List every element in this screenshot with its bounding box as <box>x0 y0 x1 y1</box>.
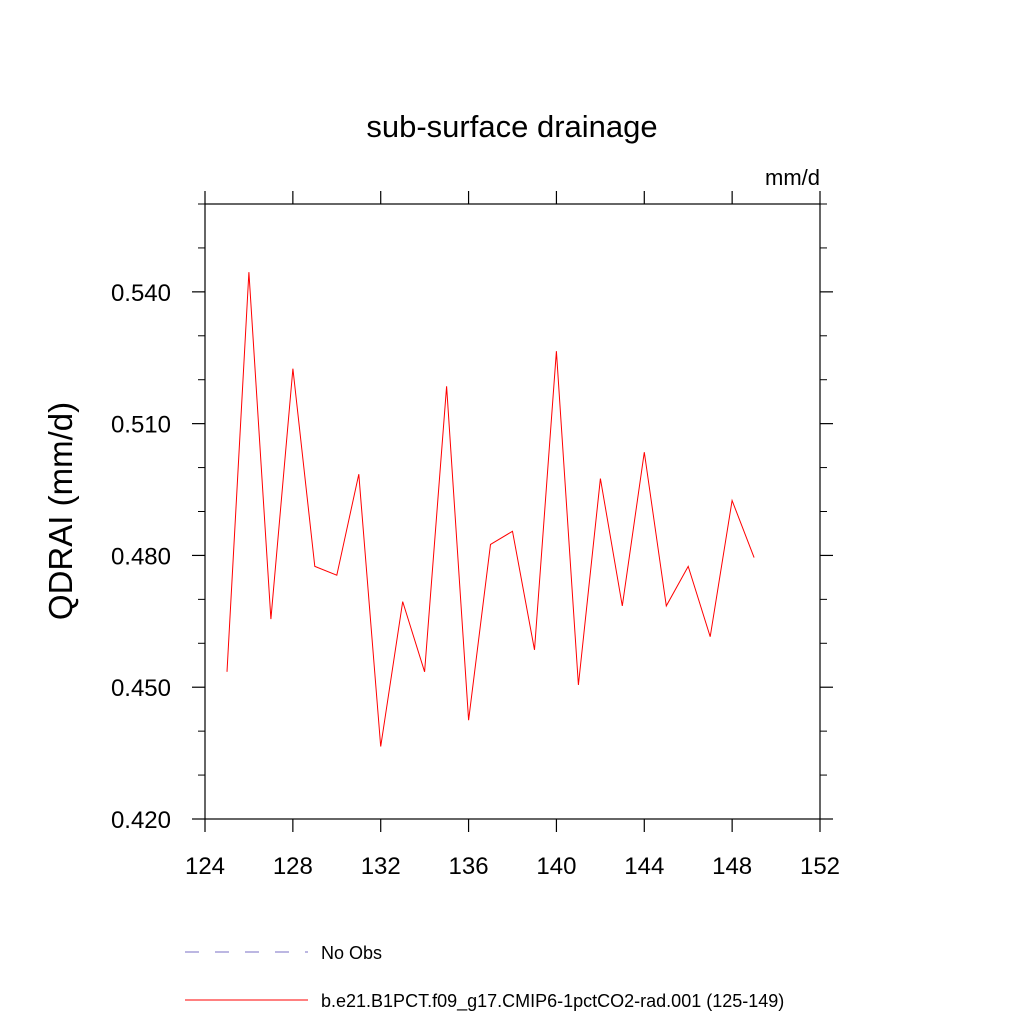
y-tick-label: 0.540 <box>111 280 171 307</box>
x-tick-label: 132 <box>361 853 401 880</box>
x-tick-label: 136 <box>449 853 489 880</box>
y-tick-label: 0.510 <box>111 412 171 439</box>
chart-title: sub-surface drainage <box>366 109 657 144</box>
axis-tick-labels: 124 128 132 136 140 144 148 152 0.420 0.450 0.480 0… <box>111 280 840 880</box>
y-tick-label: 0.480 <box>111 543 171 570</box>
legend: No Obs b.e21.B1PCT.f09_g17.CMIP6-1pctCO2-… <box>185 943 784 1012</box>
y-axis-label: QDRAI (mm/d) <box>42 402 79 620</box>
x-tick-label: 148 <box>712 853 752 880</box>
plot-frame <box>204 203 821 820</box>
x-tick-label: 152 <box>800 853 840 880</box>
y-tick-label: 0.450 <box>111 675 171 702</box>
axis-ticks <box>192 191 833 832</box>
x-tick-label: 128 <box>273 853 313 880</box>
legend-label: No Obs <box>321 943 382 963</box>
units-label: mm/d <box>765 165 820 190</box>
y-tick-label: 0.420 <box>111 807 171 834</box>
series-line <box>226 272 755 747</box>
x-tick-label: 124 <box>185 853 225 880</box>
x-tick-label: 144 <box>624 853 664 880</box>
legend-label: b.e21.B1PCT.f09_g17.CMIP6-1pctCO2-rad.00… <box>321 991 784 1012</box>
series-layer <box>226 272 755 747</box>
x-tick-label: 140 <box>536 853 576 880</box>
